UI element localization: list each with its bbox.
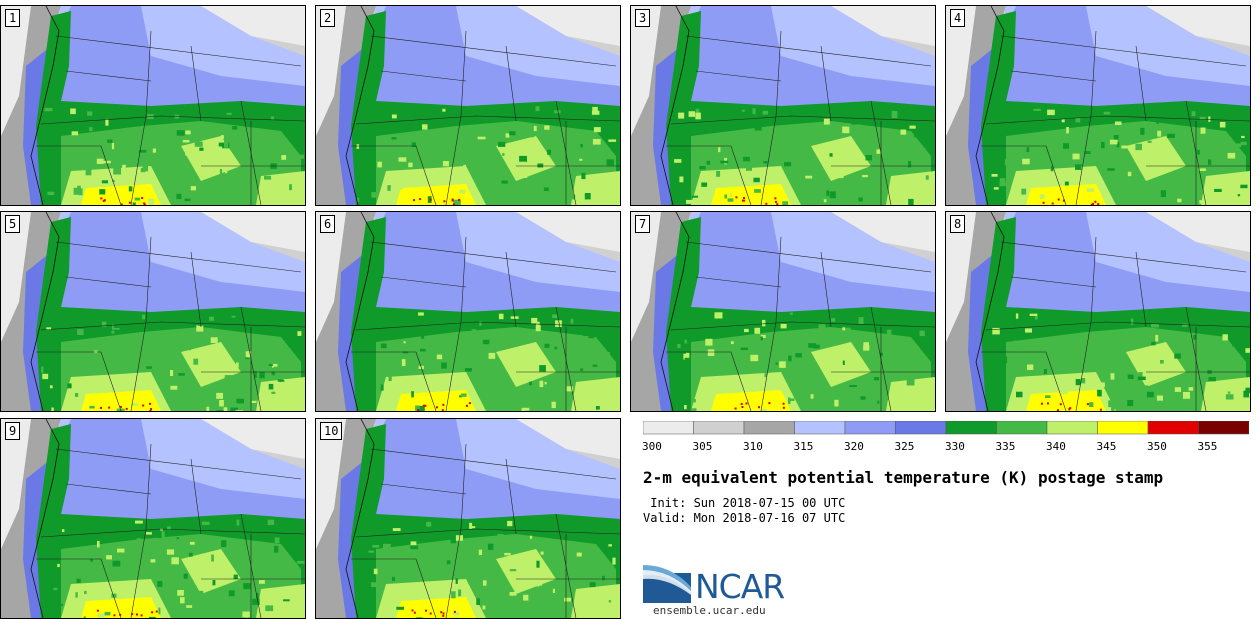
panel-number-label: 5 xyxy=(5,215,21,233)
colorbar-segment xyxy=(844,421,896,435)
colorbar-segment xyxy=(743,421,795,435)
ncar-logo-icon xyxy=(643,565,691,603)
map-image xyxy=(946,212,1250,411)
panel-number-label: 3 xyxy=(635,9,651,27)
map-image xyxy=(631,6,935,205)
panel-number-label: 2 xyxy=(320,9,336,27)
map-panel-4: 4 xyxy=(945,5,1251,206)
colorbar-tick-label: 350 xyxy=(1147,440,1167,453)
panel-number-label: 10 xyxy=(320,422,343,440)
panel-number-label: 9 xyxy=(5,422,21,440)
panel-number-label: 6 xyxy=(320,215,336,233)
map-panel-1: 1 xyxy=(0,5,306,206)
colorbar-tick-label: 310 xyxy=(743,440,763,453)
colorbar-tick-label: 300 xyxy=(642,440,662,453)
figure-title: 2-m equivalent potential temperature (K)… xyxy=(643,468,1164,487)
colorbar-tick-label: 305 xyxy=(692,440,713,453)
map-image xyxy=(631,212,935,411)
map-panel-3: 3 xyxy=(630,5,936,206)
colorbar-tick-label: 340 xyxy=(1046,440,1066,453)
colorbar-segment xyxy=(1046,421,1098,435)
panel-number-label: 8 xyxy=(950,215,966,233)
colorbar-segment xyxy=(1198,421,1249,435)
map-panel-9: 9 xyxy=(0,418,306,619)
map-image xyxy=(316,212,620,411)
colorbar-tick-label: 320 xyxy=(844,440,864,453)
valid-time: Valid: Mon 2018-07-16 07 UTC xyxy=(643,511,846,525)
colorbar-tick-label: 330 xyxy=(945,440,965,453)
panel-number-label: 1 xyxy=(5,9,21,27)
map-image xyxy=(316,6,620,205)
colorbar-tick-label: 345 xyxy=(1096,440,1117,453)
colorbar-tick-label: 315 xyxy=(793,440,814,453)
colorbar-segment xyxy=(895,421,947,435)
map-image xyxy=(1,419,305,618)
colorbar-segment xyxy=(794,421,846,435)
colorbar-tick-label: 355 xyxy=(1197,440,1218,453)
map-image xyxy=(1,6,305,205)
panel-number-label: 7 xyxy=(635,215,651,233)
map-panel-7: 7 xyxy=(630,211,936,412)
map-panel-2: 2 xyxy=(315,5,621,206)
panel-number-label: 4 xyxy=(950,9,966,27)
logo-wordmark: NCAR xyxy=(695,567,785,606)
colorbar xyxy=(643,421,1249,435)
logo-url: ensemble.ucar.edu xyxy=(653,604,766,617)
map-panel-6: 6 xyxy=(315,211,621,412)
map-image xyxy=(1,212,305,411)
colorbar-tick-label: 335 xyxy=(995,440,1016,453)
colorbar-segment xyxy=(945,421,997,435)
map-panel-8: 8 xyxy=(945,211,1251,412)
map-panel-5: 5 xyxy=(0,211,306,412)
init-time: Init: Sun 2018-07-15 00 UTC xyxy=(643,496,846,510)
map-image xyxy=(946,6,1250,205)
colorbar-segment xyxy=(693,421,745,435)
colorbar-segment xyxy=(1147,421,1199,435)
map-panel-10: 10 xyxy=(315,418,621,619)
colorbar-segment xyxy=(996,421,1048,435)
map-image xyxy=(316,419,620,618)
colorbar-tick-label: 325 xyxy=(894,440,915,453)
colorbar-segment xyxy=(1097,421,1149,435)
colorbar-tick-labels: 300 305 310 315 320 325 330 335 340 345 350 355 xyxy=(642,440,1260,456)
colorbar-segment xyxy=(643,421,694,435)
